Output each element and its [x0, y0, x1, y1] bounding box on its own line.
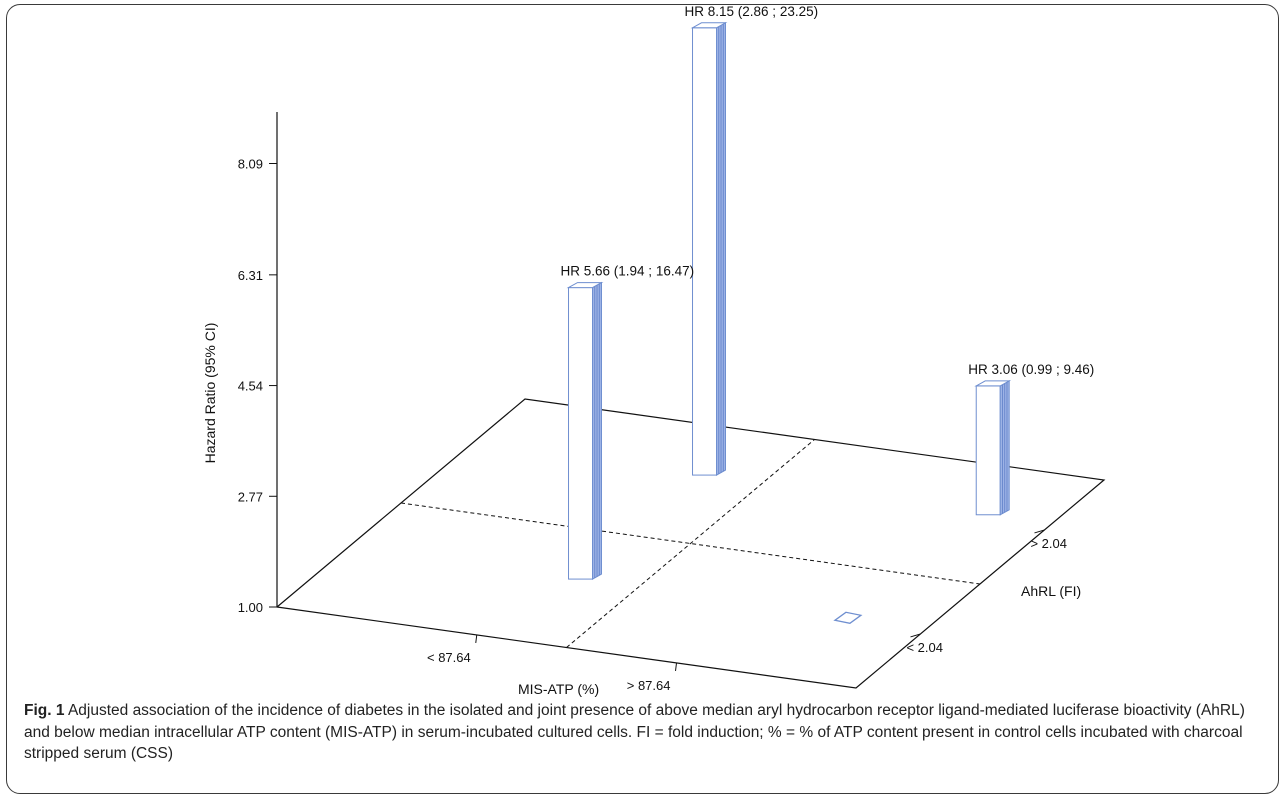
x-tick-mark	[475, 634, 478, 644]
caption-text: Adjusted association of the incidence of…	[24, 702, 1245, 762]
bar-top-face	[566, 282, 604, 289]
bar-87-64-2-04: HR 3.06 (0.99 ; 9.46)	[968, 362, 1094, 516]
bar-value-label: HR 3.06 (0.99 ; 9.46)	[968, 362, 1094, 377]
z-tick-mark	[1034, 529, 1045, 534]
chart-floor: < 87.64 > 87.64 < 2.04 > 2.04	[275, 398, 1106, 693]
z-axis-label: AhRL (FI)	[1021, 583, 1081, 599]
bar-front-face	[975, 385, 1001, 516]
y-tick-label: 4.54	[238, 379, 263, 394]
y-tick-label: 2.77	[238, 489, 263, 504]
y-axis: 1.00 2.77 4.54 6.31 8.09	[238, 112, 278, 615]
figure-caption: Fig. 1 Adjusted association of the incid…	[24, 700, 1264, 765]
bar-value-label: HR 8.15 (2.86 ; 23.25)	[685, 4, 819, 19]
bar-front-face	[568, 287, 594, 580]
y-axis-label: Hazard Ratio (95% CI)	[202, 323, 218, 464]
x-tick-label: > 87.64	[627, 678, 671, 693]
bars: HR 8.15 (2.86 ; 23.25) HR 3.06 (0.99 ; 9.…	[561, 4, 1094, 624]
x-axis-label: MIS-ATP (%)	[518, 681, 599, 697]
bar-front-face	[692, 27, 718, 476]
bar-value-label: HR 5.66 (1.94 ; 16.47)	[561, 264, 695, 279]
z-tick-label: > 2.04	[1030, 536, 1067, 551]
bar-87-64-2-04: HR 8.15 (2.86 ; 23.25)	[685, 4, 819, 476]
caption-figure-label: Fig. 1	[24, 702, 65, 719]
x-tick-mark	[675, 662, 678, 671]
bar-87-64-2-04	[833, 611, 863, 624]
y-tick-label: 8.09	[238, 157, 263, 172]
z-tick-mark	[910, 633, 921, 638]
y-tick-label: 1.00	[238, 600, 263, 615]
bar-87-64-2-04: HR 5.66 (1.94 ; 16.47)	[561, 264, 695, 580]
bar-baseline-marker	[833, 611, 863, 624]
floor-outline	[275, 398, 1106, 689]
z-tick-label: < 2.04	[906, 640, 943, 655]
figure-frame	[6, 4, 1279, 794]
y-tick-label: 6.31	[238, 268, 263, 283]
hazard-ratio-3d-bar-chart: < 87.64 > 87.64 < 2.04 > 2.04 1.00 2.77 4.54 6…	[202, 4, 1106, 697]
bar-top-face	[974, 380, 1012, 387]
x-tick-label: < 87.64	[427, 650, 471, 665]
bar-top-face	[690, 22, 728, 29]
axis-labels: Hazard Ratio (95% CI) MIS-ATP (%) AhRL (…	[202, 323, 1081, 697]
floor-divider-mis-atp	[566, 439, 815, 648]
